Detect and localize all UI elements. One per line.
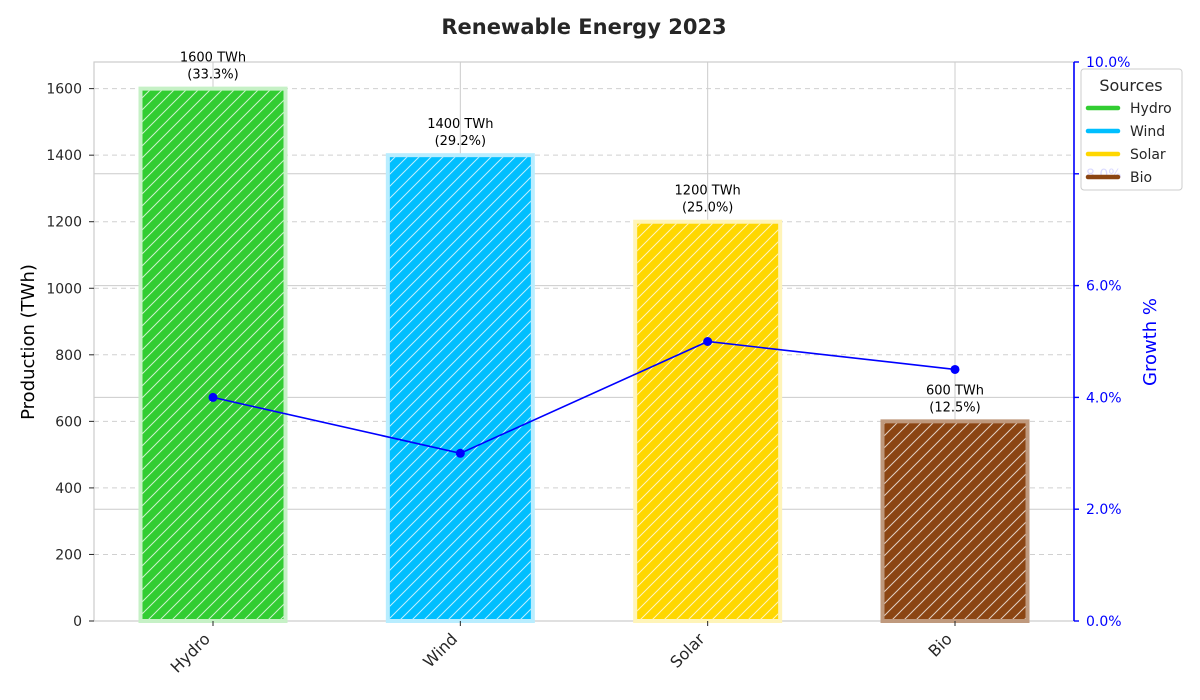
legend-label-bio: Bio [1130,170,1152,186]
bar-percent-label: (33.3%) [187,68,238,83]
legend-label-solar: Solar [1130,147,1166,163]
x-axis-tick-label: Solar [666,629,709,672]
legend-box [1080,68,1183,191]
growth-point [208,392,218,402]
secondary-axis-label: Growth % [1140,298,1161,386]
legend-label-wind: Wind [1130,124,1165,140]
growth-point [703,337,713,346]
bar-hydro-hatch [142,90,284,620]
bar-bio-hatch [884,423,1026,619]
left-axis: 0 200 400 600 800 1000 1200 1400 1600 [46,82,94,630]
vertical-gridlines [212,62,956,621]
y-axis-label: Production (TWh) [18,264,39,420]
left-axis-tick-label: 400 [55,481,82,497]
bar-percent-label: (12.5%) [929,400,980,415]
x-axis-tick-label: Wind [419,629,461,671]
bar-wind-hatch [389,157,531,619]
bar-labels: 1600 TWh (33.3%) 1400 TWh (29.2%) 1200 TWh (2… [180,51,984,416]
bar-solar-hatch [637,223,779,619]
legend-label-hydro: Hydro [1130,101,1172,117]
right-axis-tick-label: 6.0% [1086,279,1122,295]
left-axis-tick-label: 600 [55,414,82,430]
chart-title: Renewable Energy 2023 [441,15,726,39]
bar-value-label: 1200 TWh [675,184,741,199]
left-axis-tick-label: 0 [73,614,82,630]
growth-line-path [212,340,956,455]
left-axis-tick-label: 800 [55,348,82,364]
left-axis-tick-label: 1400 [46,148,82,164]
left-axis-tick-label: 1200 [46,215,82,231]
bar-percent-label: (25.0%) [682,201,733,216]
right-axis-tick-label: 2.0% [1086,502,1122,518]
x-axis-tick-label: Bio [925,629,956,660]
growth-point [950,364,960,374]
x-axis: Hydro Wind Solar Bio [167,621,956,677]
bar-value-label: 1400 TWh [427,117,493,132]
legend: Sources Hydro Wind Solar Bio [1080,68,1183,191]
left-axis-tick-label: 1600 [46,82,82,98]
x-axis-tick-label: Hydro [167,629,214,676]
bar-value-label: 600 TWh [926,383,984,398]
right-axis-tick-label: 4.0% [1086,390,1122,406]
right-axis-tick-label: 0.0% [1086,614,1122,630]
right-axis-tick-label: 10.0% [1086,55,1130,71]
left-axis-tick-label: 200 [55,547,82,563]
bar-percent-label: (29.2%) [435,134,486,149]
growth-point [455,448,465,458]
growth-line [208,337,960,458]
bar-value-label: 1600 TWh [180,51,246,66]
left-axis-tick-label: 1000 [46,281,82,297]
legend-title: Sources [1099,76,1162,95]
bars [138,86,1030,624]
